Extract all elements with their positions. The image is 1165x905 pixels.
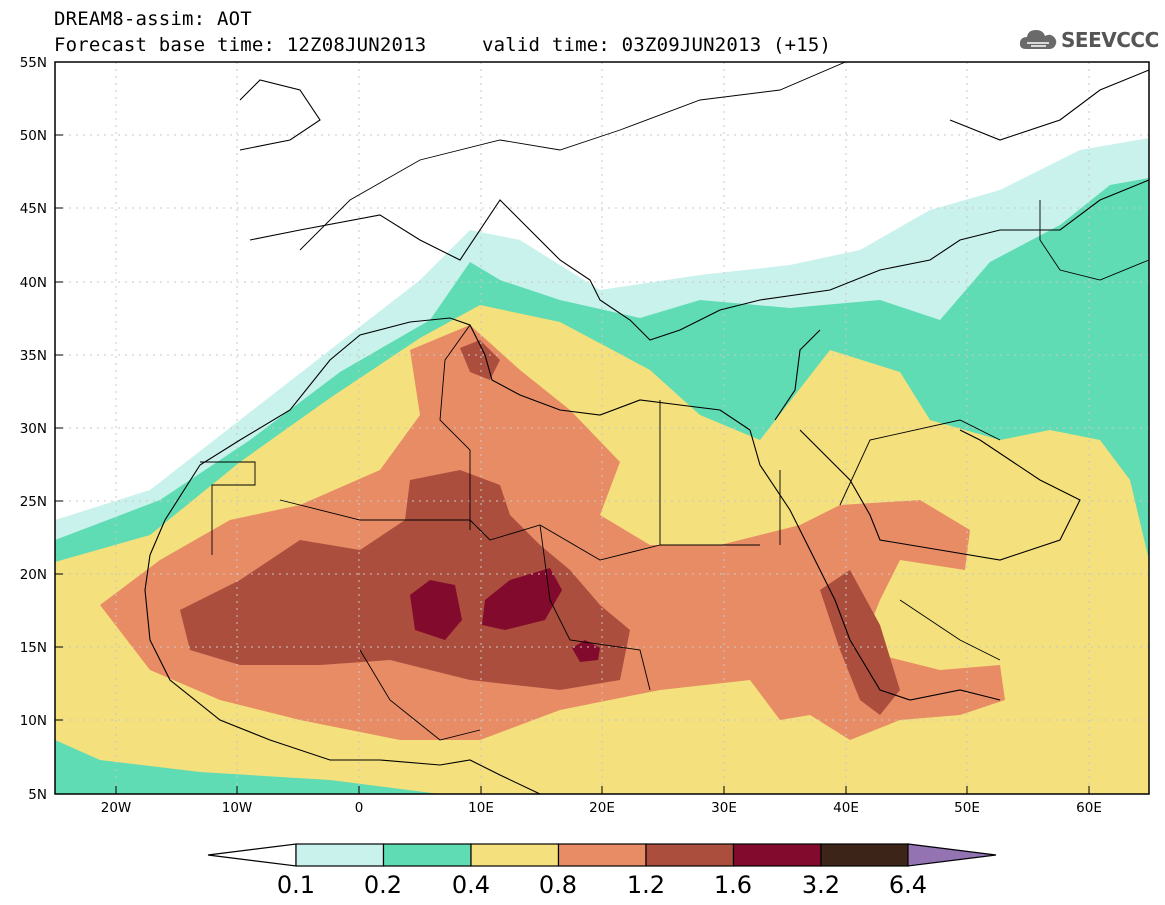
colorbar-swatch bbox=[295, 843, 385, 867]
map-title: DREAM8-assim: AOT bbox=[54, 8, 252, 30]
lat-label: 5N bbox=[28, 787, 47, 803]
colorbar-swatch bbox=[470, 843, 560, 867]
lat-label: 15N bbox=[20, 640, 47, 656]
colorbar-low-arrow bbox=[207, 843, 297, 867]
lat-label: 40N bbox=[20, 275, 47, 291]
lat-label: 50N bbox=[20, 128, 47, 144]
lat-label: 45N bbox=[20, 201, 47, 217]
colorbar-label: 0.8 bbox=[539, 871, 577, 899]
lon-label: 10W bbox=[222, 800, 253, 816]
lon-label: 60E bbox=[1076, 800, 1102, 816]
seevccc-logo: SEEVCCC bbox=[1018, 26, 1159, 54]
forecast-base-time: Forecast base time: 12Z08JUN2013 bbox=[54, 34, 427, 56]
lat-label: 20N bbox=[20, 567, 47, 583]
lon-label: 20W bbox=[101, 800, 132, 816]
colorbar-swatch bbox=[645, 843, 735, 867]
lat-label: 25N bbox=[20, 494, 47, 510]
lat-label: 35N bbox=[20, 348, 47, 364]
lon-label: 40E bbox=[833, 800, 859, 816]
aot-band-1.6 bbox=[410, 568, 600, 662]
lon-label: 50E bbox=[954, 800, 980, 816]
valid-time: valid time: 03Z09JUN2013 (+15) bbox=[482, 34, 832, 56]
colorbar: 0.1 0.2 0.4 0.8 1.2 1.6 3.2 6.4 bbox=[207, 843, 997, 899]
aot-contour-field bbox=[55, 62, 1149, 794]
colorbar-label: 6.4 bbox=[889, 871, 927, 899]
colorbar-label: 0.2 bbox=[364, 871, 402, 899]
lat-label: 55N bbox=[20, 55, 47, 71]
longitude-labels: 20W 10W 0 10E 20E 30E 40E 50E 60E bbox=[101, 800, 1102, 816]
lat-label: 30N bbox=[20, 421, 47, 437]
colorbar-swatch bbox=[732, 843, 822, 867]
colorbar-swatch bbox=[382, 843, 472, 867]
colorbar-label: 3.2 bbox=[802, 871, 840, 899]
colorbar-swatch bbox=[820, 843, 910, 867]
country-borders bbox=[200, 62, 1149, 741]
colorbar-label: 0.1 bbox=[277, 871, 315, 899]
colorbar-high-arrow bbox=[907, 843, 997, 867]
colorbar-label: 0.4 bbox=[452, 871, 490, 899]
logo-text: SEEVCCC bbox=[1061, 28, 1159, 52]
lon-label: 10E bbox=[468, 800, 494, 816]
latitude-labels: 55N 50N 45N 40N 35N 30N 25N 20N 15N 10N … bbox=[20, 55, 47, 803]
lat-label: 10N bbox=[20, 713, 47, 729]
graticule bbox=[55, 62, 1149, 794]
colorbar-label: 1.6 bbox=[714, 871, 752, 899]
colorbar-label: 1.2 bbox=[627, 871, 665, 899]
aot-band-1.2 bbox=[180, 340, 900, 715]
lon-label: 30E bbox=[711, 800, 737, 816]
colorbar-swatch bbox=[557, 843, 647, 867]
lon-label: 0 bbox=[355, 800, 364, 816]
lon-label: 20E bbox=[589, 800, 615, 816]
axis-ticks bbox=[55, 134, 1090, 794]
cloud-icon bbox=[1019, 30, 1057, 49]
